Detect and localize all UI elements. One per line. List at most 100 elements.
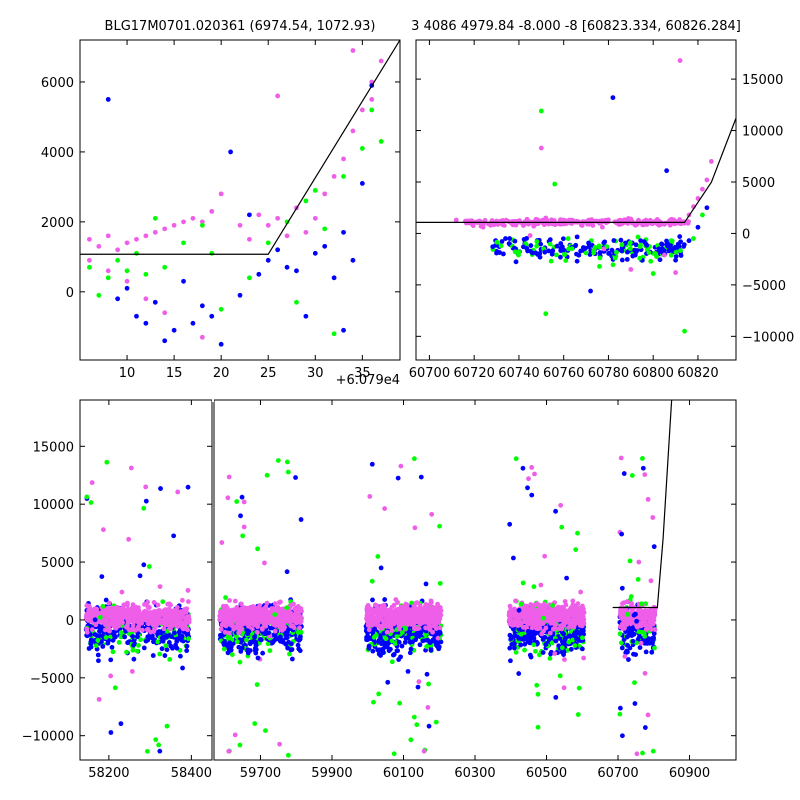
data-point-magenta — [601, 246, 607, 252]
data-point-outlier — [391, 751, 397, 757]
data-point-magenta — [190, 215, 196, 221]
data-point-band — [410, 618, 415, 624]
data-point-outlier — [108, 673, 114, 679]
data-point-outlier — [372, 626, 377, 632]
data-point-blue — [588, 288, 593, 294]
data-point-band — [657, 257, 663, 263]
data-point-outlier — [557, 673, 563, 679]
data-point-band — [643, 649, 649, 655]
data-point-outlier — [378, 565, 384, 571]
panel-top-left: BLG17M0701.020361 (6974.54, 1072.93) 10 1… — [41, 19, 401, 388]
data-point-band — [174, 605, 180, 610]
data-point-band — [630, 638, 636, 644]
data-point-green — [124, 268, 130, 274]
data-point-outlier — [575, 712, 581, 717]
data-point-outlier — [412, 525, 418, 531]
data-point-band — [417, 642, 423, 648]
data-point-band — [508, 658, 513, 664]
data-point-green — [534, 239, 540, 245]
data-point-band — [383, 636, 389, 642]
data-point-band — [96, 658, 101, 664]
data-point-band — [222, 629, 228, 635]
data-point-green — [516, 249, 522, 255]
data-point-band — [403, 635, 409, 641]
data-point-band — [414, 619, 420, 625]
data-point-outlier — [285, 469, 291, 475]
data-point-outlier — [636, 559, 642, 565]
data-point-band — [507, 236, 513, 241]
data-point-outlier — [369, 461, 375, 467]
data-point-band — [551, 617, 557, 623]
data-point-band — [543, 642, 549, 647]
data-point-outlier — [416, 679, 422, 685]
data-point-band — [527, 652, 533, 658]
data-point-outlier — [424, 671, 430, 677]
data-point-magenta — [115, 247, 121, 253]
x-tick-label: 59700 — [240, 766, 281, 781]
data-point-outlier — [104, 459, 110, 465]
data-point-band — [518, 631, 524, 637]
data-point-band — [131, 619, 137, 624]
data-point-band — [151, 599, 157, 605]
data-point-band — [232, 598, 238, 604]
data-point-magenta — [331, 173, 337, 179]
data-point-magenta — [312, 215, 318, 221]
data-point-band — [101, 609, 107, 615]
data-point-outlier — [618, 455, 624, 461]
data-point-band — [118, 634, 124, 640]
data-point-band — [644, 608, 650, 614]
data-point-green — [247, 275, 252, 281]
data-point-band — [512, 249, 518, 255]
data-point-band — [541, 608, 546, 614]
data-point-band — [553, 638, 559, 644]
data-point-band — [106, 600, 112, 606]
data-point-blue — [673, 257, 678, 263]
data-point-outlier — [421, 748, 427, 754]
data-point-band — [124, 649, 129, 655]
data-point-outlier — [617, 711, 623, 717]
data-point-outlier — [255, 546, 260, 552]
data-point-band — [109, 606, 115, 611]
data-point-band — [558, 241, 564, 246]
data-point-blue — [659, 246, 665, 252]
data-point-band — [624, 599, 630, 605]
data-point-band — [635, 234, 641, 240]
panel-top-left-title: BLG17M0701.020361 (6974.54, 1072.93) — [105, 19, 376, 34]
data-point-band — [258, 636, 263, 642]
data-point-band — [102, 627, 108, 633]
data-point-band — [182, 626, 188, 631]
data-point-outlier — [561, 685, 567, 691]
data-point-band — [386, 648, 392, 654]
data-point-band — [95, 652, 101, 658]
data-point-band — [126, 627, 132, 633]
data-point-band — [117, 613, 122, 619]
data-point-band — [541, 628, 546, 634]
data-point-outlier — [538, 582, 544, 588]
x-tick-label: 60720 — [454, 366, 495, 381]
data-point-band — [238, 648, 244, 654]
data-point-magenta — [275, 215, 281, 221]
data-point-outlier — [418, 474, 424, 480]
data-point-green — [378, 139, 384, 144]
data-point-band — [563, 258, 569, 263]
data-point-band — [433, 642, 439, 648]
data-point-band — [389, 628, 395, 634]
data-point-band — [289, 656, 295, 662]
data-point-band — [297, 617, 303, 622]
data-point-outlier — [620, 733, 625, 739]
data-point-band — [184, 643, 190, 649]
data-point-outlier — [285, 752, 291, 758]
data-point-outlier — [632, 680, 637, 686]
data-point-blue — [350, 257, 356, 263]
data-point-band — [507, 603, 513, 609]
data-point-outlier — [562, 657, 567, 662]
data-point-green — [218, 306, 224, 312]
x-tick-label: 58400 — [171, 766, 212, 781]
data-point-outlier — [525, 629, 531, 634]
data-point-band — [549, 217, 554, 223]
data-point-band — [618, 237, 624, 243]
data-point-band — [145, 634, 151, 640]
data-point-band — [245, 612, 250, 617]
data-point-magenta — [124, 278, 130, 284]
data-point-band — [141, 645, 147, 651]
